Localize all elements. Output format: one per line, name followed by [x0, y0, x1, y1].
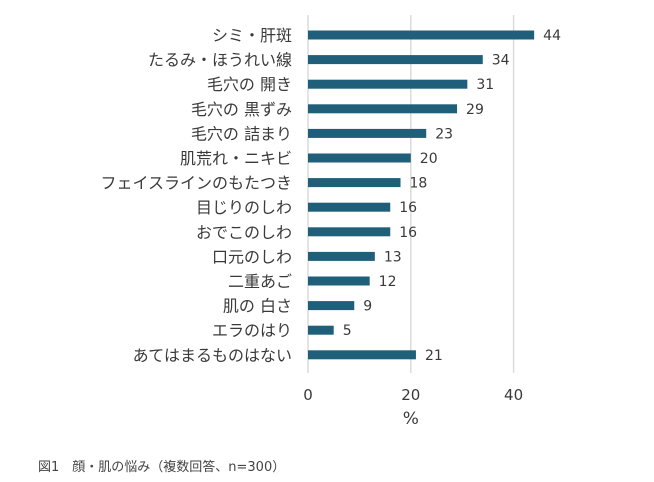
value-label-13: 5	[343, 323, 352, 339]
category-label-8: 目じりのしわ	[196, 198, 292, 217]
bar-9	[308, 227, 391, 237]
figure-caption: 図1 顔・肌の悩み（複数回答、n=300）	[38, 460, 286, 475]
gridlines	[307, 15, 515, 373]
category-label-10: 口元のしわ	[212, 247, 292, 266]
category-label-9: おでこのしわ	[196, 223, 292, 242]
bar-3	[308, 79, 468, 89]
value-label-2: 34	[492, 53, 510, 69]
x-tick-label-40: 40	[504, 386, 523, 404]
category-label-11: 二重あご	[228, 272, 292, 291]
value-label-10: 13	[384, 249, 402, 265]
bar-5	[308, 128, 427, 138]
value-label-8: 16	[399, 200, 417, 216]
category-label-3: 毛穴の 開き	[207, 75, 292, 94]
value-labels: 44 34 31 29 23 20 18 16 16 13 12 95 21	[343, 28, 561, 364]
category-label-13: エラのはり	[212, 321, 292, 340]
bar-10	[308, 251, 375, 261]
value-label-3: 31	[476, 77, 494, 93]
bar-11	[308, 276, 370, 286]
value-label-1: 44	[543, 28, 561, 44]
bar-4	[308, 104, 458, 114]
bar-13	[308, 325, 334, 335]
category-label-1: シミ・肝斑	[212, 26, 292, 45]
value-label-14: 21	[425, 348, 443, 364]
bar-6	[308, 153, 411, 163]
bar-12	[308, 301, 355, 311]
category-label-5: 毛穴の 詰まり	[191, 124, 292, 143]
x-axis-title: %	[403, 409, 419, 429]
x-tick-label-0: 0	[303, 386, 313, 404]
value-label-9: 16	[399, 225, 417, 241]
value-label-6: 20	[420, 151, 438, 167]
category-label-6: 肌荒れ・ニキビ	[180, 149, 292, 168]
value-label-7: 18	[410, 176, 428, 192]
category-label-14: あてはまるものはない	[133, 346, 292, 365]
bar-14	[308, 350, 416, 360]
x-axis-ticks: 0 20 40	[303, 386, 523, 404]
category-label-2: たるみ・ほうれい線	[148, 51, 292, 70]
category-label-4: 毛穴の 黒ずみ	[191, 100, 292, 119]
bar-8	[308, 202, 391, 212]
bars	[308, 30, 535, 360]
value-label-11: 12	[379, 274, 397, 290]
value-label-5: 23	[435, 126, 453, 142]
category-label-7: フェイスラインのもたつき	[100, 174, 292, 193]
bar-7	[308, 178, 401, 188]
bar-1	[308, 30, 535, 40]
x-tick-label-20: 20	[401, 386, 420, 404]
value-label-4: 29	[466, 102, 484, 118]
value-label-12: 9	[363, 299, 372, 315]
category-label-12: 肌の 白さ	[223, 297, 292, 316]
bar-2	[308, 55, 483, 65]
